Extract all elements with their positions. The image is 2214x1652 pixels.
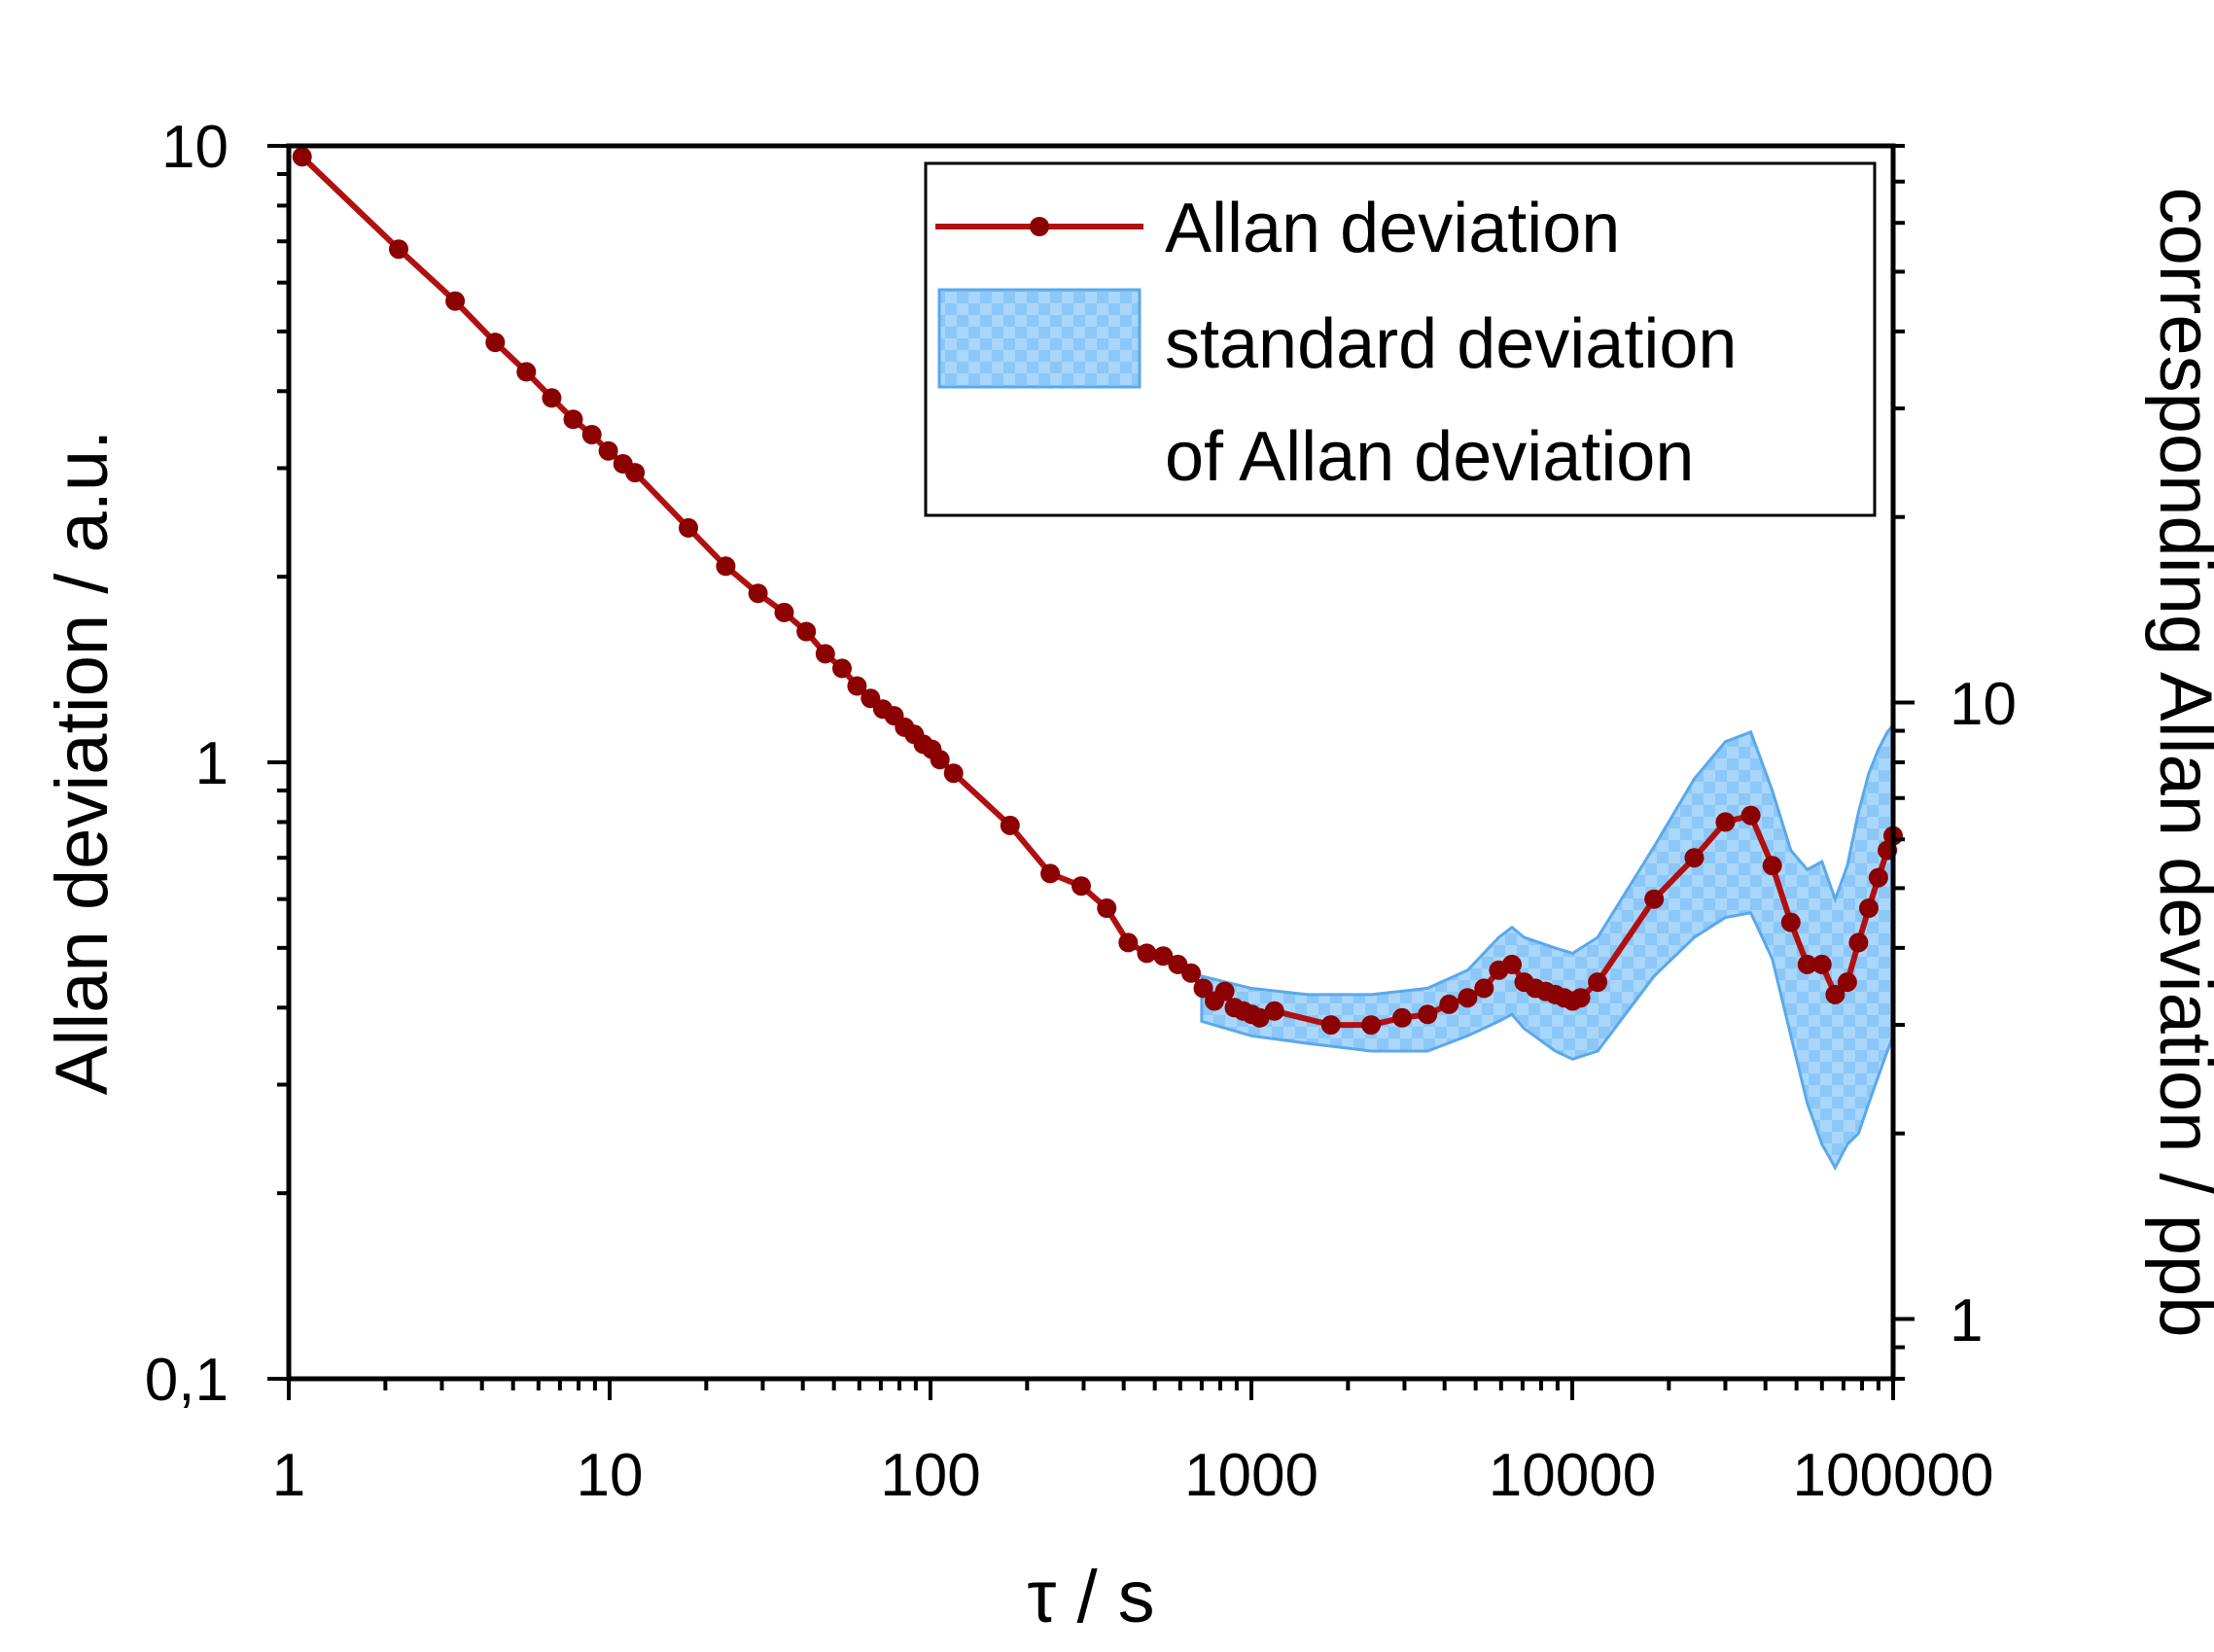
y-axis-title: Allan deviation / a.u. <box>41 430 123 1095</box>
allan-deviation-point <box>1458 988 1478 1008</box>
allan-deviation-point <box>1214 981 1235 1002</box>
allan-deviation-point <box>1000 815 1020 835</box>
allan-deviation-point <box>1848 932 1869 953</box>
allan-deviation-point <box>1118 932 1139 953</box>
allan-deviation-point <box>1740 805 1761 826</box>
y2-tick-label-10: 10 <box>1950 671 2017 738</box>
legend-band-swatch <box>937 288 1142 389</box>
allan-deviation-point <box>1825 984 1845 1004</box>
allan-deviation-point <box>1502 954 1522 974</box>
legend: Allan deviation standard deviation of Al… <box>924 161 1877 517</box>
allan-deviation-point <box>748 583 768 604</box>
allan-deviation-point <box>389 239 408 260</box>
legend-band-label-line1: standard deviation <box>1165 305 1737 383</box>
allan-deviation-point <box>1361 1015 1382 1036</box>
allan-deviation-point <box>445 291 466 311</box>
y2-tick-label-1: 1 <box>1950 1287 1983 1354</box>
allan-deviation-point <box>1439 994 1459 1014</box>
legend-band-label-line2: of Allan deviation <box>1165 418 1694 496</box>
allan-marker-layer <box>292 147 1903 1036</box>
allan-deviation-point <box>1193 978 1213 999</box>
allan-deviation-point <box>485 333 506 353</box>
allan-deviation-point <box>563 409 583 430</box>
x-tick-label-1: 1 <box>272 1442 305 1509</box>
allan-deviation-point <box>815 644 835 664</box>
allan-deviation-point <box>1418 1004 1438 1025</box>
allan-deviation-point <box>1097 898 1117 918</box>
allan-deviation-point <box>679 517 698 538</box>
allan-deviation-point <box>1072 876 1091 896</box>
y-axis-ticks <box>267 144 289 1381</box>
allan-deviation-point <box>1474 978 1494 999</box>
allan-deviation-point <box>581 425 602 444</box>
allan-deviation-point <box>1762 856 1782 876</box>
allan-deviation-point <box>1780 912 1801 932</box>
y-tick-label-1: 1 <box>195 730 228 797</box>
allan-deviation-point <box>1137 943 1157 964</box>
allan-deviation-point <box>1797 954 1817 974</box>
allan-deviation-point <box>847 676 867 696</box>
allan-deviation-point <box>1181 963 1201 983</box>
allan-deviation-point <box>1570 988 1591 1008</box>
allan-deviation-point <box>716 556 736 577</box>
x-tick-label-10: 10 <box>577 1442 644 1509</box>
allan-deviation-point <box>943 763 964 784</box>
allan-deviation-point <box>1320 1015 1341 1036</box>
allan-deviation-point <box>832 658 852 679</box>
allan-deviation-point <box>1811 954 1832 974</box>
allan-deviation-point <box>774 602 794 622</box>
allan-deviation-point <box>1868 867 1888 888</box>
allan-deviation-point <box>1859 898 1879 918</box>
legend-marker-swatch <box>1030 217 1049 236</box>
x-axis-ticks <box>287 1379 1895 1400</box>
allan-deviation-point <box>1715 812 1736 832</box>
y-tick-label-0-1: 0,1 <box>145 1347 228 1414</box>
std-band-layer <box>1200 722 1893 1172</box>
y2-axis-title: corresponding Allan deviation / ppb <box>2144 187 2214 1337</box>
allan-deviation-point <box>1264 1001 1284 1021</box>
allan-deviation-point <box>1837 972 1857 993</box>
std-deviation-band <box>1200 722 1893 1172</box>
allan-deviation-point <box>625 463 646 483</box>
x-tick-label-1000: 1000 <box>1184 1442 1318 1509</box>
allan-deviation-point <box>292 147 312 167</box>
legend-line-label: Allan deviation <box>1165 190 1620 267</box>
allan-deviation-point <box>930 750 950 770</box>
allan-deviation-point <box>598 440 618 461</box>
allan-deviation-point <box>1249 1007 1270 1028</box>
x-tick-label-100000: 100000 <box>1793 1442 1994 1509</box>
allan-deviation-point <box>542 388 562 408</box>
allan-deviation-point <box>1684 848 1704 868</box>
y-tick-label-10: 10 <box>161 114 228 181</box>
y2-axis-ticks <box>1893 144 1915 1381</box>
allan-deviation-point <box>1153 946 1174 967</box>
allan-deviation-point <box>1588 972 1608 993</box>
x-axis-title: τ / s <box>1027 1556 1154 1638</box>
x-tick-label-10000: 10000 <box>1489 1442 1656 1509</box>
allan-deviation-point <box>1392 1007 1412 1028</box>
allan-deviation-point <box>796 621 817 642</box>
allan-deviation-point <box>1040 863 1061 884</box>
x-tick-label-100: 100 <box>880 1442 980 1509</box>
allan-deviation-point <box>516 362 537 382</box>
allan-deviation-point <box>1644 889 1665 909</box>
